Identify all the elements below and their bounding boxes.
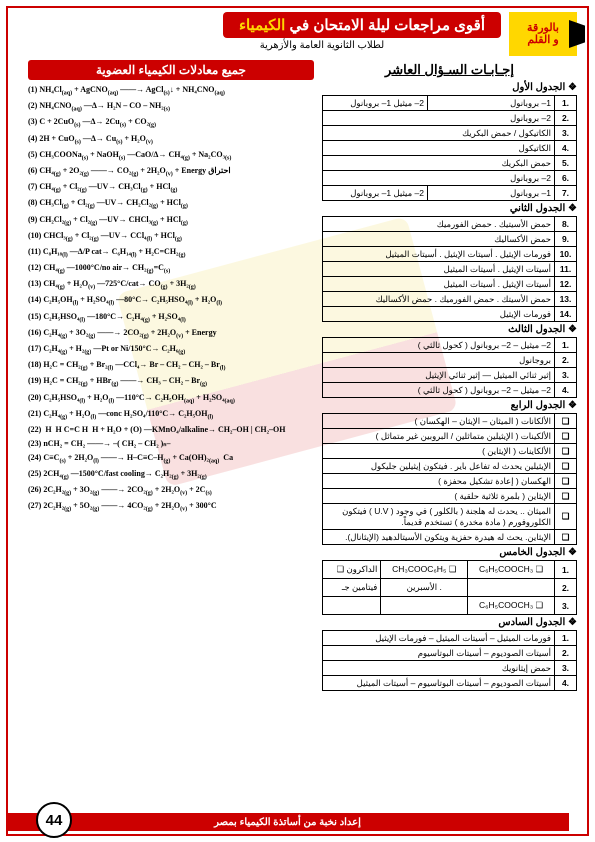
table1-header: الجدول الأول [322, 82, 577, 93]
table2: .8حمض الأسيتيك . حمض الفورميك.9حمض الأكس… [322, 216, 577, 322]
table6: .1فورمات الميثيل – أسيتات الميثيل – فورم… [322, 630, 577, 691]
footer: إعداد نخبة من أساتذة الكيمياء بمصر 44 [6, 810, 589, 834]
logo-line2: و القلم [527, 34, 558, 46]
table4-header: الجدول الرابع [322, 400, 577, 411]
left-column: جميع معادلات الكيمياء العضوية (1) NH₄Cl(… [28, 60, 314, 691]
table3: .12– ميثيل – 2– بروبانول ( كحول ثالثي ).… [322, 337, 577, 398]
logo-line1: بالورقة [527, 22, 559, 34]
page-number: 44 [36, 802, 72, 838]
table2-header: الجدول الثاني [322, 203, 577, 214]
equations-title: جميع معادلات الكيمياء العضوية [28, 60, 314, 80]
table3-header: الجدول الثالث [322, 324, 577, 335]
equations-list: (1) NH₄Cl(aq) + AgCNO(aq) ——→ AgCl(s)↓ +… [28, 84, 314, 515]
table6-header: الجدول السادس [322, 617, 577, 628]
content: إجـابـات السـؤال العاشر الجدول الأول .11… [0, 60, 595, 691]
main-title: أقوى مراجعات ليلة الامتحان في الكيمياء [223, 12, 501, 38]
table4: ❏الألكانات ( الميثان – الإيثان – الهكسان… [322, 413, 577, 545]
logo-badge: بالورقة و القلم [509, 12, 577, 56]
right-column: إجـابـات السـؤال العاشر الجدول الأول .11… [322, 60, 577, 691]
answers-title: إجـابـات السـؤال العاشر [322, 62, 577, 78]
table5: .1C₆H₅COOCH₃ ❏CH₃COOC₆H₅ ❏الداكرون ❏.2ال… [322, 560, 577, 615]
table5-header: الجدول الخامس [322, 547, 577, 558]
title-chem: الكيمياء [239, 17, 285, 34]
subtitle: لطلاب الثانوية العامة والأزهرية [223, 40, 421, 51]
header: بالورقة و القلم أقوى مراجعات ليلة الامتح… [0, 0, 595, 60]
title-pre: أقوى مراجعات ليلة الامتحان في [285, 17, 485, 34]
table1: .11– بروبانول 2– ميثيل 1– بروبانول.22– ب… [322, 95, 577, 201]
footer-text: إعداد نخبة من أساتذة الكيمياء بمصر [6, 813, 569, 831]
